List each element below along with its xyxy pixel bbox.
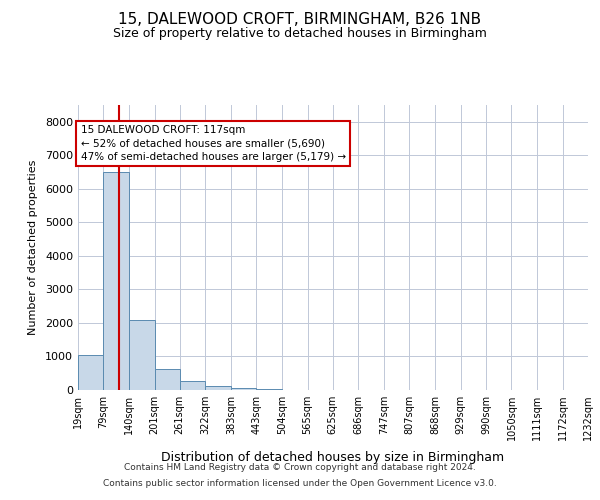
Text: Contains public sector information licensed under the Open Government Licence v3: Contains public sector information licen… <box>103 478 497 488</box>
Bar <box>103 172 129 390</box>
Bar <box>205 386 231 390</box>
Bar <box>231 388 256 390</box>
Text: 15, DALEWOOD CROFT, BIRMINGHAM, B26 1NB: 15, DALEWOOD CROFT, BIRMINGHAM, B26 1NB <box>118 12 482 28</box>
Text: Contains HM Land Registry data © Crown copyright and database right 2024.: Contains HM Land Registry data © Crown c… <box>124 464 476 472</box>
Y-axis label: Number of detached properties: Number of detached properties <box>28 160 38 335</box>
Bar <box>78 355 103 390</box>
Bar <box>256 389 282 390</box>
Text: Size of property relative to detached houses in Birmingham: Size of property relative to detached ho… <box>113 28 487 40</box>
X-axis label: Distribution of detached houses by size in Birmingham: Distribution of detached houses by size … <box>161 452 505 464</box>
Bar <box>129 320 155 390</box>
Text: 15 DALEWOOD CROFT: 117sqm
← 52% of detached houses are smaller (5,690)
47% of se: 15 DALEWOOD CROFT: 117sqm ← 52% of detac… <box>80 125 346 162</box>
Bar <box>180 380 205 390</box>
Bar <box>155 369 180 390</box>
